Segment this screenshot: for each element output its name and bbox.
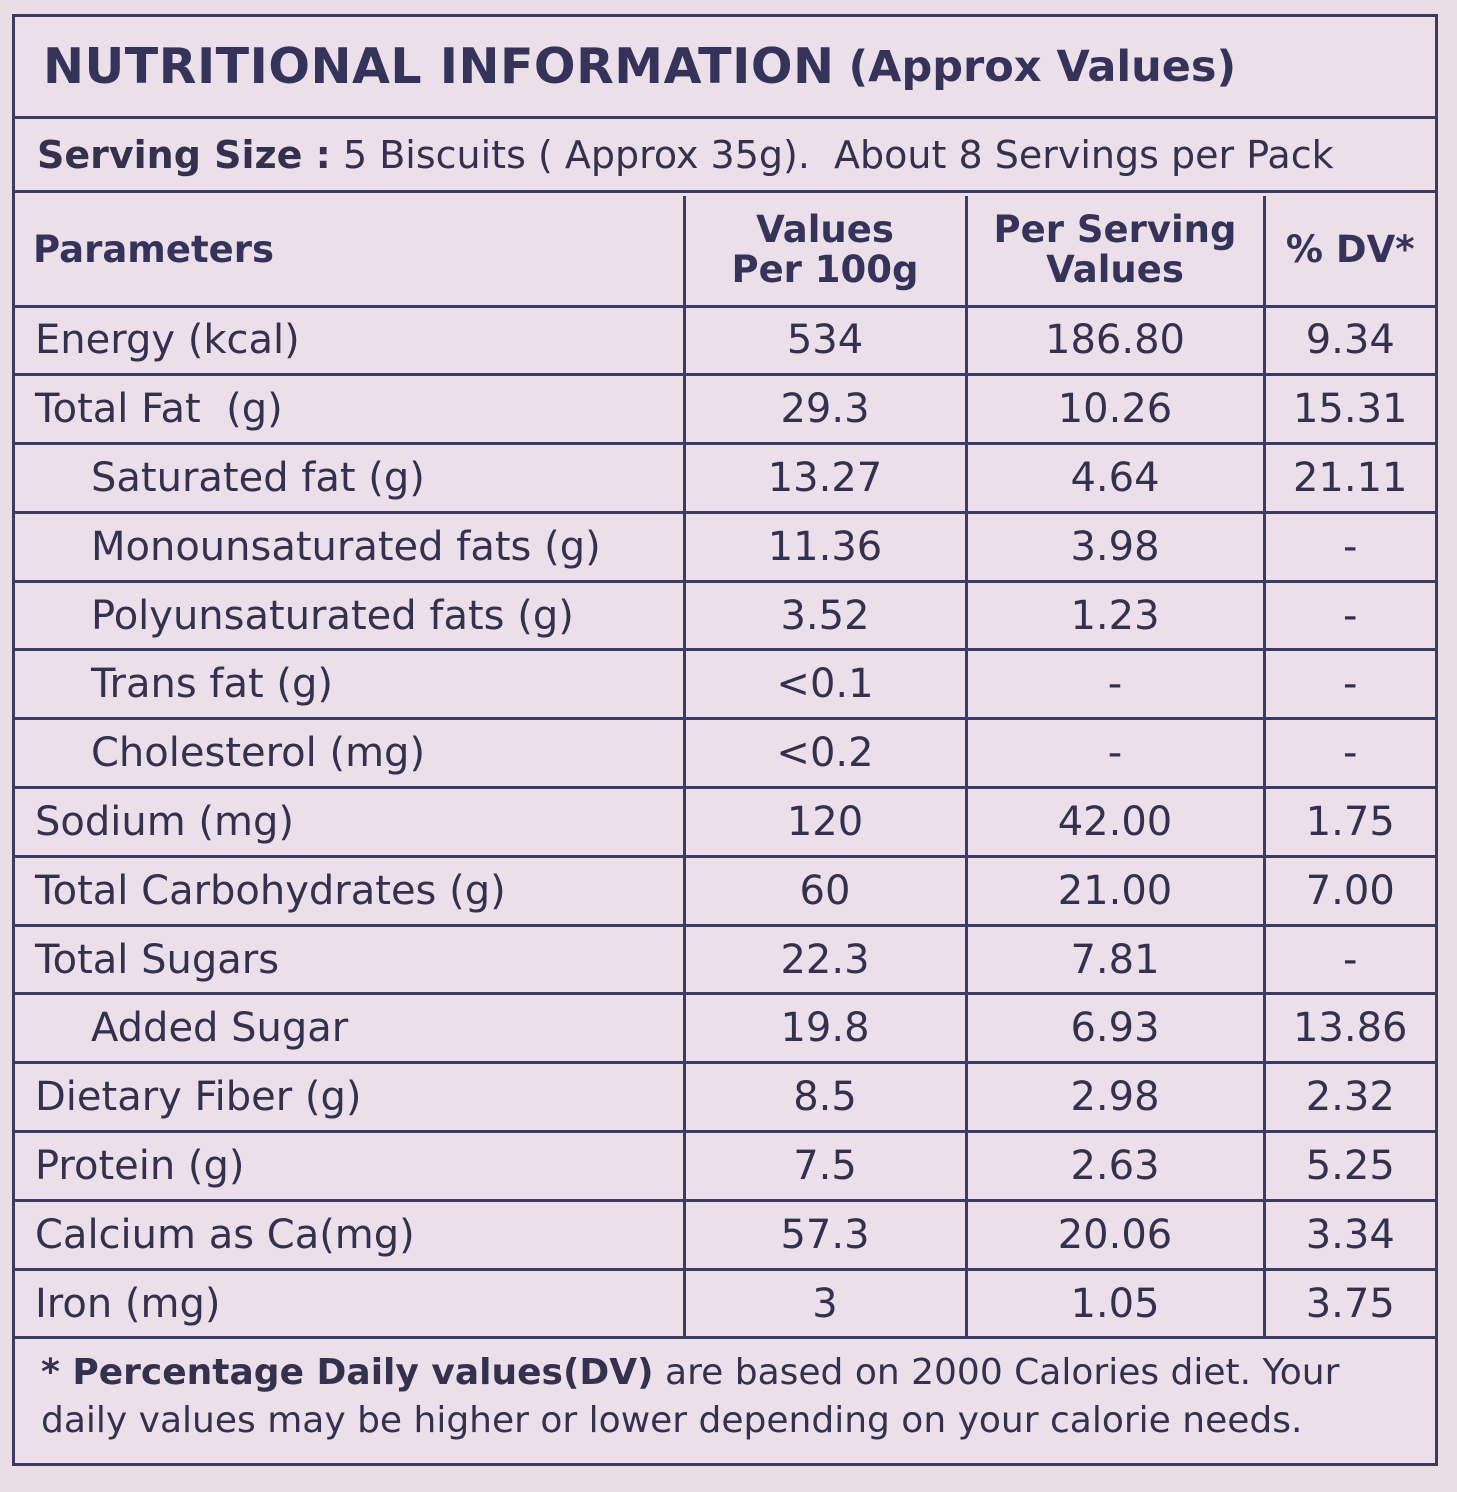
- cell-dv: 7.00: [1264, 856, 1435, 927]
- table-row: Cholesterol (mg) <0.2- -: [15, 718, 1435, 790]
- cell-per-serving: 21.00: [966, 856, 1266, 927]
- table-row: Added Sugar 19.8 6.93 13.86: [15, 993, 1435, 1065]
- cell-per-serving: 42.00: [966, 787, 1266, 858]
- cell-dv: 5.25: [1264, 1131, 1435, 1202]
- cell-per-100g: 60: [684, 856, 968, 927]
- table-row: Trans fat (g) <0.1- -: [15, 649, 1435, 721]
- cell-dv: -: [1264, 718, 1435, 790]
- cell-per-100g: 19.8: [684, 993, 968, 1065]
- cell-dv: 9.34: [1264, 306, 1435, 377]
- cell-parameter: Energy (kcal): [15, 306, 686, 377]
- table-row: Polyunsaturated fats (g) 3.52 1.23-: [15, 581, 1435, 652]
- table-header-row: Parameters Values Per 100g Per Serving V…: [15, 196, 1435, 308]
- table-row: Calcium as Ca(mg) 57.3 20.06 3.34: [15, 1200, 1435, 1271]
- cell-dv: 13.86: [1264, 993, 1435, 1065]
- cell-dv: 2.32: [1264, 1062, 1435, 1134]
- cell-per-serving: 1.05: [966, 1269, 1266, 1340]
- cell-dv: -: [1264, 649, 1435, 721]
- cell-parameter: Total Sugars: [15, 925, 686, 996]
- table-row: Total Carbohydrates (g) 60 21.00 7.00: [15, 856, 1435, 927]
- footnote-line-2: daily values may be higher or lower depe…: [41, 1399, 1303, 1441]
- cell-per-100g: 57.3: [684, 1200, 968, 1271]
- cell-per-100g: 13.27: [684, 443, 968, 514]
- title-row: NUTRITIONAL INFORMATION (Approx Values): [15, 17, 1435, 119]
- cell-per-serving: -: [966, 649, 1266, 721]
- serving-size-row: Serving Size : 5 Biscuits ( Approx 35g).…: [15, 119, 1435, 193]
- cell-parameter: Trans fat (g): [15, 649, 686, 721]
- cell-parameter: Monounsaturated fats (g): [15, 512, 686, 583]
- cell-per-100g: 7.5: [684, 1131, 968, 1202]
- cell-per-100g: 22.3: [684, 925, 968, 996]
- cell-per-serving: 20.06: [966, 1200, 1266, 1271]
- cell-per-100g: <0.2: [684, 718, 968, 790]
- table-row: Sodium (mg) 120 42.00 1.75: [15, 787, 1435, 858]
- table-row: Protein (g) 7.5 2.63 5.25: [15, 1131, 1435, 1202]
- cell-per-serving: 7.81: [966, 925, 1266, 996]
- cell-dv: 15.31: [1264, 374, 1435, 446]
- nutrition-panel: NUTRITIONAL INFORMATION (Approx Values) …: [12, 14, 1438, 1466]
- cell-per-100g: 534: [684, 306, 968, 377]
- cell-parameter: Total Fat (g): [15, 374, 686, 446]
- cell-parameter: Added Sugar: [15, 993, 686, 1065]
- footnote-bold: * Percentage Daily values(DV): [41, 1352, 654, 1393]
- cell-dv: 3.34: [1264, 1200, 1435, 1271]
- column-header-per-serving: Per Serving Values: [966, 196, 1266, 308]
- nutrition-table: Parameters Values Per 100g Per Serving V…: [15, 196, 1435, 1340]
- cell-per-100g: 120: [684, 787, 968, 858]
- serving-size-text: 5 Biscuits ( Approx 35g). About 8 Servin…: [330, 132, 1334, 177]
- cell-per-serving: 186.80: [966, 306, 1266, 377]
- cell-per-serving: 2.98: [966, 1062, 1266, 1134]
- cell-parameter: Total Carbohydrates (g): [15, 856, 686, 927]
- table-row: Total Fat (g) 29.3 10.26 15.31: [15, 374, 1435, 446]
- cell-dv: -: [1264, 581, 1435, 652]
- cell-per-serving: 2.63: [966, 1131, 1266, 1202]
- table-row: Saturated fat (g) 13.27 4.64 21.11: [15, 443, 1435, 514]
- cell-parameter: Dietary Fiber (g): [15, 1062, 686, 1134]
- cell-dv: 3.75: [1264, 1269, 1435, 1340]
- cell-parameter: Iron (mg): [15, 1269, 686, 1340]
- cell-per-serving: -: [966, 718, 1266, 790]
- table-row: Dietary Fiber (g) 8.5 2.98 2.32: [15, 1062, 1435, 1134]
- column-header-per-100g-text: Values Per 100g: [731, 207, 919, 292]
- cell-per-serving: 3.98: [966, 512, 1266, 583]
- cell-parameter: Protein (g): [15, 1131, 686, 1202]
- cell-per-100g: 11.36: [684, 512, 968, 583]
- column-header-dv: % DV*: [1264, 196, 1435, 308]
- column-header-per-serving-text: Per Serving Values: [993, 207, 1237, 292]
- column-header-parameters: Parameters: [15, 196, 686, 308]
- cell-per-100g: 3: [684, 1269, 968, 1340]
- panel-subtitle: (Approx Values): [848, 41, 1237, 92]
- footnote: * Percentage Daily values(DV) are based …: [15, 1339, 1435, 1445]
- cell-per-100g: 3.52: [684, 581, 968, 652]
- cell-per-serving: 10.26: [966, 374, 1266, 446]
- table-row: Monounsaturated fats (g) 11.36 3.98-: [15, 512, 1435, 583]
- cell-dv: -: [1264, 925, 1435, 996]
- cell-parameter: Saturated fat (g): [15, 443, 686, 514]
- footnote-line-1-rest: are based on 2000 Calories diet. Your: [653, 1352, 1340, 1393]
- cell-per-serving: 6.93: [966, 993, 1266, 1065]
- column-header-per-100g: Values Per 100g: [684, 196, 968, 308]
- cell-per-100g: <0.1: [684, 649, 968, 721]
- table-row: Energy (kcal) 534 186.80 9.34: [15, 306, 1435, 377]
- table-row: Iron (mg) 3 1.05 3.75: [15, 1269, 1435, 1340]
- cell-dv: 21.11: [1264, 443, 1435, 514]
- serving-size-label: Serving Size :: [37, 132, 331, 177]
- panel-title: NUTRITIONAL INFORMATION: [43, 38, 835, 95]
- table-row: Total Sugars 22.3 7.81-: [15, 925, 1435, 996]
- cell-dv: 1.75: [1264, 787, 1435, 858]
- cell-parameter: Sodium (mg): [15, 787, 686, 858]
- cell-per-serving: 4.64: [966, 443, 1266, 514]
- cell-parameter: Polyunsaturated fats (g): [15, 581, 686, 652]
- footnote-line-1: * Percentage Daily values(DV) are based …: [41, 1349, 1411, 1397]
- cell-per-serving: 1.23: [966, 581, 1266, 652]
- cell-dv: -: [1264, 512, 1435, 583]
- cell-per-100g: 29.3: [684, 374, 968, 446]
- cell-parameter: Cholesterol (mg): [15, 718, 686, 790]
- cell-parameter: Calcium as Ca(mg): [15, 1200, 686, 1271]
- cell-per-100g: 8.5: [684, 1062, 968, 1134]
